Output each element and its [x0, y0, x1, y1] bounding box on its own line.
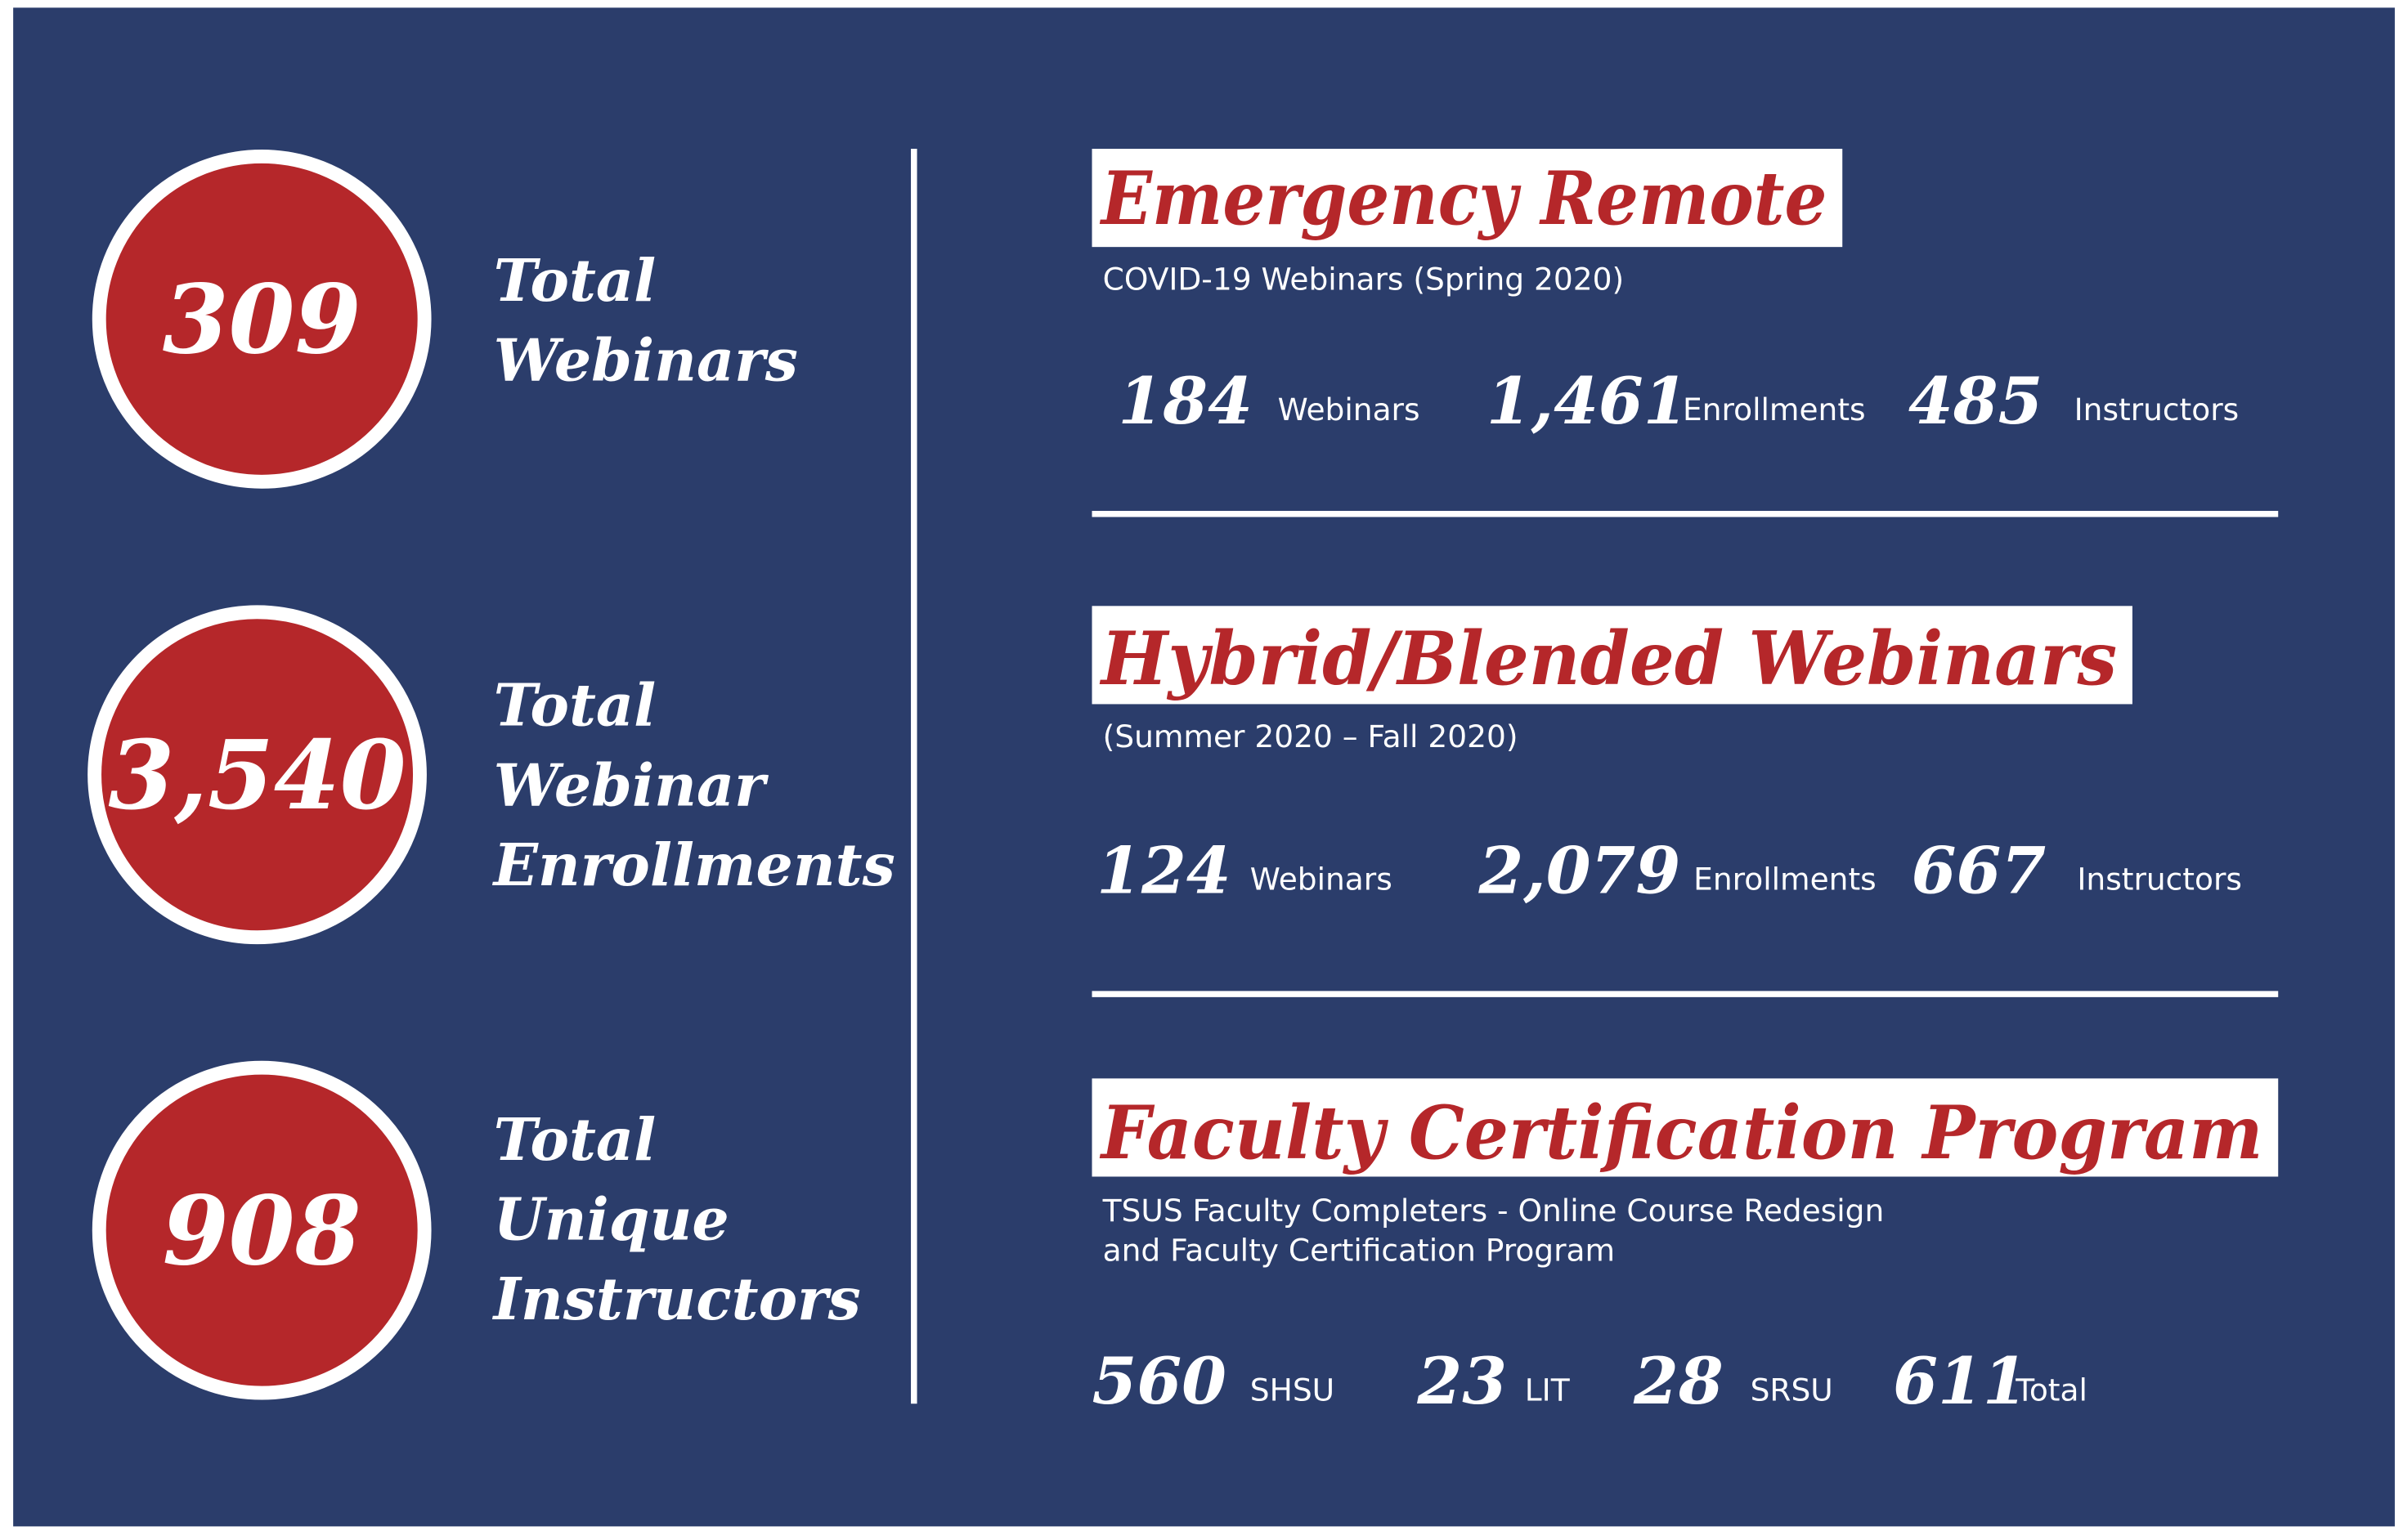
section-title: Hybrid/Blended Webinars: [1099, 616, 2117, 702]
stat-label: SHSU: [1250, 1372, 1334, 1408]
total-label: Total: [494, 1105, 657, 1174]
section-title: Emergency Remote: [1099, 155, 1827, 242]
stat-value: 124: [1096, 832, 1231, 908]
stat-label: Webinars: [1250, 862, 1392, 898]
stat-value: 184: [1118, 363, 1253, 439]
total-label: Instructors: [492, 1265, 861, 1333]
total-label: Unique: [494, 1184, 729, 1253]
total-value: 309: [163, 265, 361, 376]
section-subtitle: TSUS Faculty Completers - Online Course …: [1102, 1193, 1885, 1229]
total-label: Enrollments: [492, 830, 895, 899]
total-label: Total: [494, 671, 657, 740]
total-value: 908: [163, 1175, 361, 1287]
stat-value: 2,079: [1478, 832, 1680, 908]
stat-value: 1,461: [1487, 363, 1688, 439]
stat-value: 560: [1092, 1343, 1226, 1419]
section-subtitle: (Summer 2020 – Fall 2020): [1103, 718, 1518, 754]
section-subtitle: COVID-19 Webinars (Spring 2020): [1103, 262, 1625, 298]
total-circle: [92, 1060, 432, 1400]
total-circle: [87, 605, 427, 945]
stat-label: Instructors: [2077, 862, 2242, 898]
stat-label: Webinars: [1278, 392, 1420, 428]
total-label: Webinar: [494, 750, 769, 819]
total-label: Total: [494, 246, 657, 315]
stat-value: 28: [1633, 1343, 1724, 1419]
stat-label: SRSU: [1751, 1372, 1833, 1408]
stat-value: 611: [1893, 1343, 2028, 1419]
title-box: [1092, 149, 1843, 248]
stat-label: Enrollments: [1693, 862, 1877, 898]
total-label: Webinars: [494, 325, 798, 394]
section-title: Faculty Certification Program: [1099, 1090, 2263, 1176]
title-box: [1092, 606, 2132, 705]
total-value: 3,540: [108, 720, 406, 831]
stat-label: LIT: [1525, 1372, 1571, 1408]
stat-value: 667: [1912, 832, 2047, 908]
stat-value: 485: [1908, 363, 2043, 439]
title-box: [1092, 1078, 2279, 1177]
stat-label: Instructors: [2074, 392, 2240, 428]
stat-value: 23: [1416, 1343, 1507, 1419]
stat-label: Total: [2015, 1372, 2087, 1408]
stat-label: Enrollments: [1683, 392, 1866, 428]
section-subtitle: and Faculty Certification Program: [1103, 1233, 1615, 1269]
total-circle: [92, 149, 432, 489]
